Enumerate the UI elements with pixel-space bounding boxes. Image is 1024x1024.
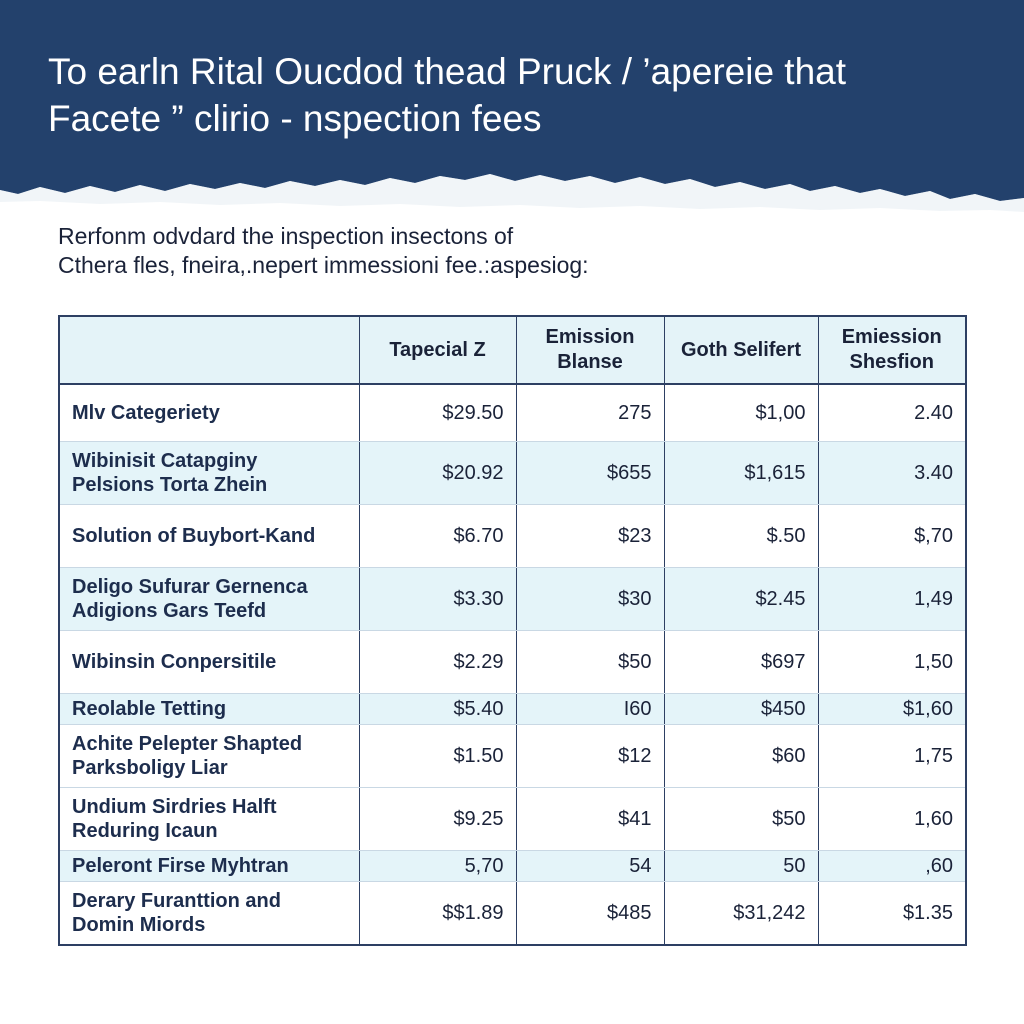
category-cell: Reolable Tetting bbox=[58, 693, 360, 725]
category-label: Wibinsin Conpersitile bbox=[72, 651, 277, 673]
torn-paper-banner bbox=[0, 0, 1024, 212]
table-row: Undium Sirdries Halft Reduring Icaun $9.25… bbox=[58, 787, 966, 851]
category-cell: Undium Sirdries Halft Reduring Icaun bbox=[58, 787, 360, 851]
category-cell: Mlv Categeriety bbox=[58, 383, 360, 442]
category-label: Reduring Icaun bbox=[72, 820, 218, 842]
category-label: Deligo Sufurar Gernenca bbox=[72, 576, 308, 598]
table-row: Deligo Sufurar Gernenca Adigions Gars Tee… bbox=[58, 567, 966, 631]
category-label: Pelsions Torta Zhein bbox=[72, 474, 268, 496]
category-label: Peleront Firse Myhtran bbox=[72, 855, 289, 877]
fee-cell: ,60 bbox=[817, 850, 966, 882]
fee-cell: $6.70 bbox=[358, 504, 517, 568]
category-cell: Wibinsin Conpersitile bbox=[58, 630, 360, 694]
fees-table: Tapecial Z Emission Blanse Goth Selifert… bbox=[58, 315, 967, 946]
fee-cell: $9.25 bbox=[358, 787, 517, 851]
header-cell bbox=[58, 315, 360, 385]
fee-cell: $12 bbox=[515, 724, 665, 788]
fee-cell: $1.35 bbox=[817, 881, 966, 946]
fee-cell: 1,60 bbox=[817, 787, 966, 851]
title-line-1: To earln Rital Oucdod thead Pruck / ’ape… bbox=[48, 51, 847, 92]
category-label: Solution of Buybort-Kand bbox=[72, 525, 316, 547]
header-cell: Goth Selifert bbox=[663, 315, 819, 385]
fee-cell: $23 bbox=[515, 504, 665, 568]
fee-cell: $485 bbox=[515, 881, 665, 946]
fee-cell: $1,00 bbox=[663, 383, 819, 442]
fee-cell: 275 bbox=[515, 383, 665, 442]
fee-cell: $1.50 bbox=[358, 724, 517, 788]
fee-cell: $450 bbox=[663, 693, 819, 725]
table-row: Reolable Tetting $5.40 I60 $450 $1,60 bbox=[58, 693, 966, 725]
fee-cell: 3.40 bbox=[817, 441, 966, 505]
fee-cell: $655 bbox=[515, 441, 665, 505]
header-row: Tapecial Z Emission Blanse Goth Selifert… bbox=[58, 315, 966, 385]
header-cell: Tapecial Z bbox=[358, 315, 517, 385]
fee-cell: $5.40 bbox=[358, 693, 517, 725]
intro-line-2: Cthera fles, fneira,.nepert immessioni f… bbox=[58, 252, 589, 278]
table-row: Achite Pelepter Shapted Parksboligy Liar $… bbox=[58, 724, 966, 788]
fee-cell: $50 bbox=[663, 787, 819, 851]
header-cell: Emission Blanse bbox=[515, 315, 665, 385]
fee-cell: $20.92 bbox=[358, 441, 517, 505]
category-label: Parksboligy Liar bbox=[72, 757, 228, 779]
table-row: Wibinisit Catapginy Pelsions Torta Zhein $… bbox=[58, 441, 966, 505]
fee-cell: 50 bbox=[663, 850, 819, 882]
header-banner: To earln Rital Oucdod thead Pruck / ’ape… bbox=[0, 0, 1024, 215]
category-cell: Solution of Buybort-Kand bbox=[58, 504, 360, 568]
category-label: Achite Pelepter Shapted bbox=[72, 733, 303, 755]
intro-text: Rerfonm odvdard the inspection insectons… bbox=[58, 222, 958, 280]
fee-cell: $,70 bbox=[817, 504, 966, 568]
title-line-2: Facete ” clirio - nspection fees bbox=[48, 98, 542, 139]
fee-cell: $2.45 bbox=[663, 567, 819, 631]
table-body: Mlv Categeriety $29.50 275 $1,00 2.40 Wibinis… bbox=[58, 383, 966, 946]
header-cell: Emiession Shesfion bbox=[817, 315, 966, 385]
category-label: Domin Miords bbox=[72, 914, 206, 936]
fee-cell: I60 bbox=[515, 693, 665, 725]
fee-cell: 2.40 bbox=[817, 383, 966, 442]
category-label: Derary Furanttion and bbox=[72, 890, 281, 912]
page-title: To earln Rital Oucdod thead Pruck / ’ape… bbox=[48, 48, 988, 142]
fee-cell: 5,70 bbox=[358, 850, 517, 882]
fee-cell: $1,615 bbox=[663, 441, 819, 505]
category-cell: Wibinisit Catapginy Pelsions Torta Zhein bbox=[58, 441, 360, 505]
table-row: Derary Furanttion and Domin Miords $$1.89 $… bbox=[58, 881, 966, 946]
fee-cell: $29.50 bbox=[358, 383, 517, 442]
table-row: Wibinsin Conpersitile $2.29 $50 $697 1,50 bbox=[58, 630, 966, 694]
fee-cell: $2.29 bbox=[358, 630, 517, 694]
category-cell: Derary Furanttion and Domin Miords bbox=[58, 881, 360, 946]
fee-cell: $30 bbox=[515, 567, 665, 631]
category-label: Wibinisit Catapginy bbox=[72, 450, 258, 472]
category-cell: Deligo Sufurar Gernenca Adigions Gars Tee… bbox=[58, 567, 360, 631]
fee-cell: $3.30 bbox=[358, 567, 517, 631]
fee-cell: $31,242 bbox=[663, 881, 819, 946]
fee-cell: $1,60 bbox=[817, 693, 966, 725]
intro-line-1: Rerfonm odvdard the inspection insectons… bbox=[58, 223, 514, 249]
category-cell: Achite Pelepter Shapted Parksboligy Liar bbox=[58, 724, 360, 788]
category-cell: Peleront Firse Myhtran bbox=[58, 850, 360, 882]
fee-cell: $50 bbox=[515, 630, 665, 694]
category-label: Adigions Gars Teefd bbox=[72, 600, 267, 622]
fee-cell: $.50 bbox=[663, 504, 819, 568]
fee-cell: 1,50 bbox=[817, 630, 966, 694]
category-label: Undium Sirdries Halft bbox=[72, 796, 277, 818]
table-row: Mlv Categeriety $29.50 275 $1,00 2.40 bbox=[58, 383, 966, 442]
category-label: Reolable Tetting bbox=[72, 698, 227, 720]
fee-cell: $60 bbox=[663, 724, 819, 788]
fee-cell: $41 bbox=[515, 787, 665, 851]
fee-cell: $$1.89 bbox=[358, 881, 517, 946]
fee-cell: 54 bbox=[515, 850, 665, 882]
fee-cell: $697 bbox=[663, 630, 819, 694]
category-label: Mlv Categeriety bbox=[72, 402, 220, 424]
fee-cell: 1,49 bbox=[817, 567, 966, 631]
fee-cell: 1,75 bbox=[817, 724, 966, 788]
table-row: Solution of Buybort-Kand $6.70 $23 $.50 $,70 bbox=[58, 504, 966, 568]
table-row: Peleront Firse Myhtran 5,70 54 50,60 bbox=[58, 850, 966, 882]
